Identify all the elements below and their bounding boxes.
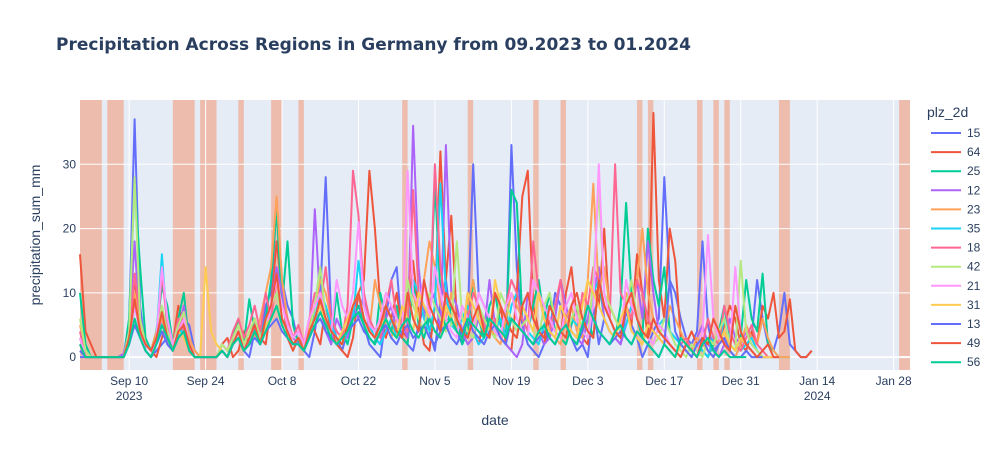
x-tick-label: Sep 10 [110, 374, 148, 388]
legend-label-13[interactable]: 13 [967, 317, 981, 331]
legend-title: plz_2d [927, 104, 968, 120]
y-tick-label: 0 [69, 350, 76, 364]
shaded-period-13 [697, 100, 703, 370]
legend-label-18[interactable]: 18 [967, 241, 981, 255]
shaded-period-11 [636, 100, 643, 370]
legend-label-25[interactable]: 25 [967, 164, 981, 178]
legend-label-15[interactable]: 15 [967, 126, 981, 140]
shaded-period-16 [778, 100, 790, 370]
legend[interactable]: plz_2d 15 64 25 12 23 35 18 42 21 31 13 49 56 [927, 104, 981, 369]
legend-label-49[interactable]: 49 [967, 336, 981, 350]
x-tick-label: Oct 8 [268, 374, 297, 388]
x-tick-year-label: 2023 [116, 389, 143, 403]
x-tick-label: Nov 5 [419, 374, 451, 388]
series-lines [79, 111, 813, 359]
series-line-56[interactable] [79, 304, 747, 359]
legend-label-64[interactable]: 64 [967, 145, 981, 159]
x-tick-label: Nov 19 [492, 374, 530, 388]
shaded-period-9 [533, 100, 539, 370]
x-tick-label: Sep 24 [187, 374, 225, 388]
x-tick-year-label: 2024 [804, 389, 831, 403]
legend-label-23[interactable]: 23 [967, 202, 981, 216]
shaded-period-6 [298, 100, 304, 370]
y-tick-label: 10 [63, 286, 77, 300]
y-tick-label: 20 [63, 222, 77, 236]
shaded-period-10 [560, 100, 566, 370]
shaded-period-15 [724, 100, 730, 370]
y-axis-title: precipitation_sum_mm [27, 165, 43, 306]
y-tick-label: 30 [63, 157, 77, 171]
shaded-period-14 [713, 100, 719, 370]
x-tick-label: Dec 3 [572, 374, 604, 388]
shaded-period-2 [172, 100, 195, 370]
legend-label-35[interactable]: 35 [967, 222, 981, 236]
y-axis-ticks: 0 10 20 30 [63, 157, 77, 364]
legend-label-31[interactable]: 31 [967, 298, 981, 312]
shaded-period-17 [899, 100, 910, 370]
x-tick-label: Jan 14 [799, 374, 835, 388]
x-tick-label: Jan 28 [876, 374, 912, 388]
x-tick-label: Dec 31 [722, 374, 760, 388]
shaded-period-4 [238, 100, 244, 370]
legend-label-12[interactable]: 12 [967, 183, 981, 197]
shaded-period-0 [80, 100, 102, 370]
shaded-period-5 [271, 100, 283, 370]
legend-label-56[interactable]: 56 [967, 355, 981, 369]
x-tick-label: Oct 22 [341, 374, 377, 388]
chart-title: Precipitation Across Regions in Germany … [56, 35, 691, 55]
x-tick-label: Dec 17 [645, 374, 683, 388]
legend-label-21[interactable]: 21 [967, 279, 981, 293]
x-axis-title: date [481, 412, 508, 428]
shaded-period-1 [107, 100, 124, 370]
legend-label-42[interactable]: 42 [967, 260, 981, 274]
